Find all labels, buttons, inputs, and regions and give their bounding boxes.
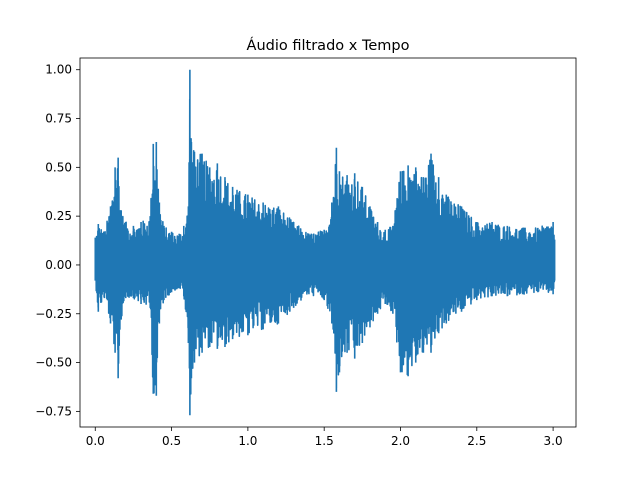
chart-title: Áudio filtrado x Tempo xyxy=(247,37,410,54)
y-tick-label: 0.25 xyxy=(45,209,72,223)
x-tick-label: 2.0 xyxy=(391,434,410,448)
y-tick-label: −0.50 xyxy=(35,356,72,370)
x-tick-label: 2.5 xyxy=(467,434,486,448)
axes: 0.0 0.5 1.0 1.5 2.0 2.5 3.0 −0.75 −0.50 −0.25 0.00… xyxy=(35,57,577,448)
plot-area xyxy=(94,69,556,416)
axes-frame xyxy=(79,57,577,428)
y-tick-label: −0.25 xyxy=(35,307,72,321)
x-tick-label: 0.0 xyxy=(86,434,105,448)
y-tick-label: 0.00 xyxy=(45,258,72,272)
x-tick-label: 3.0 xyxy=(544,434,563,448)
y-tick-label: 0.50 xyxy=(45,160,72,174)
x-tick-label: 1.0 xyxy=(238,434,257,448)
x-tick-label: 0.5 xyxy=(162,434,181,448)
y-tick-label: −0.75 xyxy=(35,404,72,418)
y-tick-label: 1.00 xyxy=(45,63,72,77)
x-tick-label: 1.5 xyxy=(315,434,334,448)
waveform-series-line xyxy=(94,69,556,416)
y-tick-label: 0.75 xyxy=(45,112,72,126)
